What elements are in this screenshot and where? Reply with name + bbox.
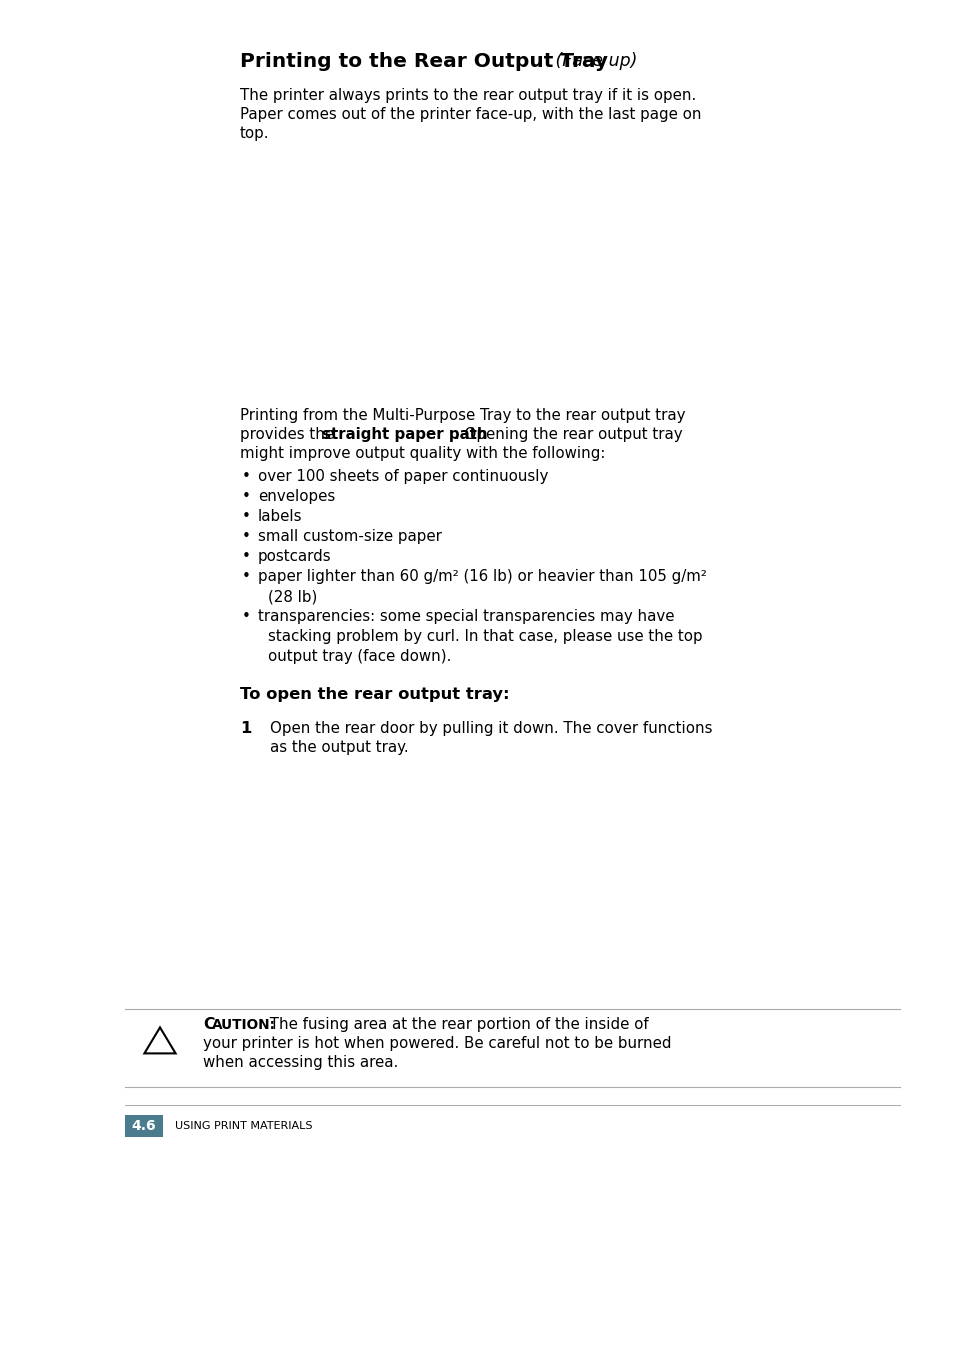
Text: Printing from the Multi-Purpose Tray to the rear output tray: Printing from the Multi-Purpose Tray to … [240,408,685,423]
Text: !: ! [156,1038,163,1051]
Text: over 100 sheets of paper continuously: over 100 sheets of paper continuously [257,469,548,484]
Text: •: • [242,569,251,584]
Text: •: • [242,489,251,504]
Text: paper lighter than 60 g/m² (16 lb) or heavier than 105 g/m²: paper lighter than 60 g/m² (16 lb) or he… [257,569,706,584]
Text: •: • [242,609,251,624]
Text: straight paper path: straight paper path [322,427,487,442]
Polygon shape [144,1027,175,1053]
FancyBboxPatch shape [125,1115,163,1136]
Text: The printer always prints to the rear output tray if it is open.: The printer always prints to the rear ou… [240,88,696,102]
Text: C: C [203,1016,214,1033]
Text: To open the rear output tray:: To open the rear output tray: [240,687,509,702]
Text: (28 lb): (28 lb) [268,589,317,604]
Bar [347,150,626,392]
Text: might improve output quality with the following:: might improve output quality with the fo… [240,446,605,461]
Text: 4.6: 4.6 [132,1119,156,1134]
Text: The fusing area at the rear portion of the inside of: The fusing area at the rear portion of t… [265,1016,648,1033]
Text: . Opening the rear output tray: . Opening the rear output tray [455,427,682,442]
Text: top.: top. [240,125,269,142]
Text: USING PRINT MATERIALS: USING PRINT MATERIALS [174,1122,313,1131]
Text: Open the rear door by pulling it down. The cover functions: Open the rear door by pulling it down. T… [270,721,712,736]
Text: provides the: provides the [240,427,338,442]
Text: 1: 1 [240,721,251,736]
Text: transparencies: some special transparencies may have: transparencies: some special transparenc… [257,609,674,624]
Bar [341,771,631,1002]
Text: stacking problem by curl. In that case, please use the top: stacking problem by curl. In that case, … [268,630,702,644]
Text: envelopes: envelopes [257,489,335,504]
Text: your printer is hot when powered. Be careful not to be burned: your printer is hot when powered. Be car… [203,1037,671,1051]
Text: labels: labels [257,510,302,524]
Text: small custom-size paper: small custom-size paper [257,528,441,545]
Text: postcards: postcards [257,549,332,563]
Text: AUTION:: AUTION: [212,1018,275,1033]
Text: when accessing this area.: when accessing this area. [203,1055,397,1070]
Text: •: • [242,469,251,484]
Text: Paper comes out of the printer face-up, with the last page on: Paper comes out of the printer face-up, … [240,106,700,123]
Text: Printing to the Rear Output Tray: Printing to the Rear Output Tray [240,53,607,71]
Text: output tray (face down).: output tray (face down). [268,648,451,665]
Text: (Face up): (Face up) [550,53,637,70]
Text: •: • [242,510,251,524]
Text: •: • [242,528,251,545]
Text: as the output tray.: as the output tray. [270,740,408,755]
Text: •: • [242,549,251,563]
